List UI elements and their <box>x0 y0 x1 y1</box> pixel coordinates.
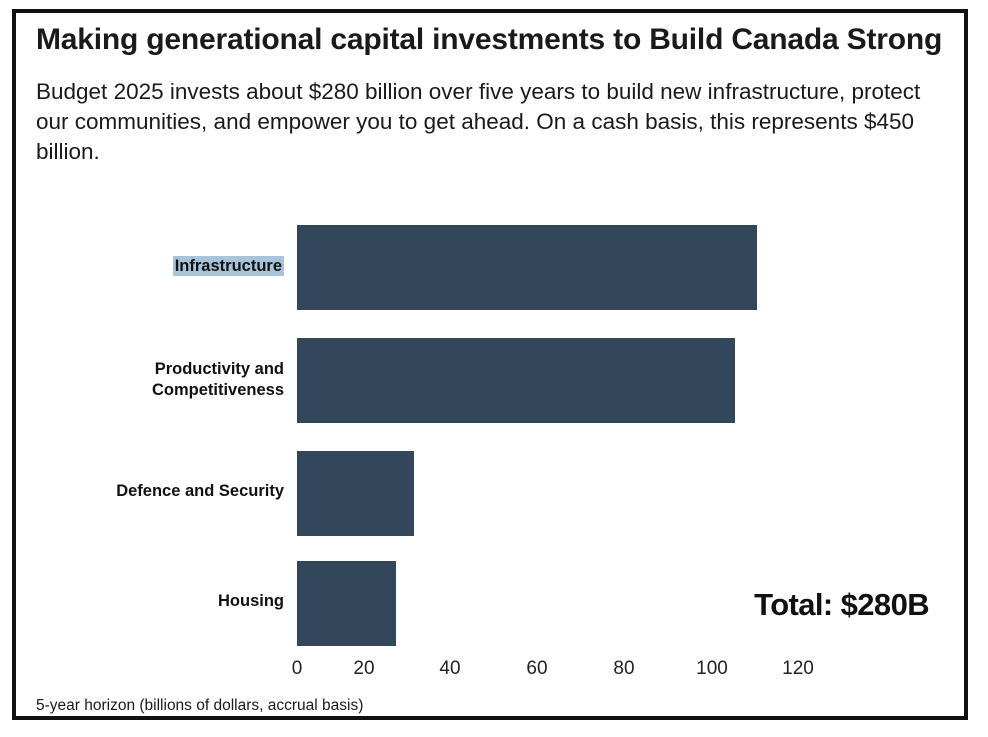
bar-label-productivity: Productivity and Competitiveness <box>56 359 284 401</box>
bar-infrastructure <box>297 225 757 310</box>
plot-area: Infrastructure Productivity and Competit… <box>16 203 968 663</box>
bar-label-housing-text: Housing <box>218 592 284 610</box>
x-tick-120: 120 <box>782 658 814 679</box>
x-tick-0: 0 <box>291 658 303 679</box>
x-tick-100: 100 <box>696 658 728 679</box>
bar-label-housing: Housing <box>56 591 284 612</box>
x-tick-80: 80 <box>613 658 635 679</box>
bar-label-productivity-line1: Productivity and <box>154 360 284 378</box>
x-tick-20: 20 <box>353 658 375 679</box>
bar-defence <box>297 451 414 536</box>
page-title: Making generational capital investments … <box>36 23 943 56</box>
chart-card: Making generational capital investments … <box>12 9 968 720</box>
bar-housing <box>297 561 396 646</box>
bar-label-productivity-line2: Competitiveness <box>151 380 284 399</box>
x-tick-40: 40 <box>439 658 461 679</box>
x-tick-60: 60 <box>526 658 548 679</box>
chart-inner: Making generational capital investments … <box>16 13 964 716</box>
total-annotation: Total: $280B <box>754 587 929 622</box>
bar-label-infrastructure: Infrastructure <box>56 256 284 277</box>
bar-row-productivity: Productivity and Competitiveness <box>16 338 968 423</box>
bar-row-defence: Defence and Security <box>16 451 968 536</box>
chart-footnote: 5-year horizon (billions of dollars, acc… <box>36 697 364 714</box>
x-axis: 0 20 40 60 80 100 120 <box>16 658 968 688</box>
bar-label-infrastructure-text: Infrastructure <box>172 256 284 276</box>
bar-productivity <box>297 338 735 423</box>
bar-label-defence: Defence and Security <box>56 481 284 502</box>
bar-row-infrastructure: Infrastructure <box>16 225 968 310</box>
bar-row-housing: Housing <box>16 561 968 646</box>
bar-label-defence-text: Defence and Security <box>116 482 284 500</box>
chart-subtitle: Budget 2025 invests about $280 billion o… <box>36 79 921 164</box>
